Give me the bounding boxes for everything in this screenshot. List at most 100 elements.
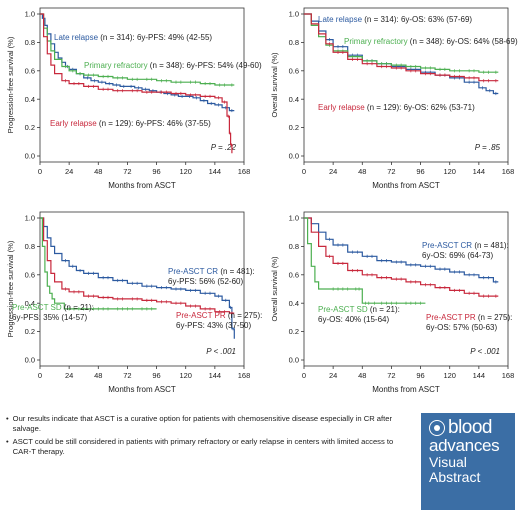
y-axis-label: Progression-free survival (%) <box>6 240 15 337</box>
series-label: Pre-ASCT CR (n = 481): <box>422 241 509 250</box>
x-tick-label: 120 <box>443 167 456 176</box>
x-tick-label: 0 <box>302 167 306 176</box>
plot-frame <box>39 7 245 163</box>
x-tick-label: 144 <box>209 167 222 176</box>
series-name: Pre-ASCT CR <box>168 267 218 276</box>
series-stats: (n = 21): <box>62 303 94 312</box>
series-line-pre-asct-pr <box>304 217 499 297</box>
y-tick-label: 0.0 <box>25 152 35 161</box>
y-tick-label: 0.4 <box>289 299 299 308</box>
x-tick-label: 96 <box>152 371 160 380</box>
x-tick-label: 24 <box>65 167 73 176</box>
key-point-text: ASCT could be still considered in patien… <box>12 436 394 456</box>
x-tick-label: 24 <box>329 167 337 176</box>
series-line-pre-asct-sd <box>40 217 157 310</box>
series-name: Pre-ASCT CR <box>422 241 472 250</box>
y-tick-label: 1.0 <box>289 10 299 19</box>
x-tick-label: 96 <box>416 167 424 176</box>
series-label: Pre-ASCT SD (n = 21): <box>318 305 400 314</box>
x-tick-label: 120 <box>443 371 456 380</box>
x-tick-label: 168 <box>238 371 251 380</box>
x-tick-label: 24 <box>329 371 337 380</box>
series-line-primary-refractory <box>304 13 499 73</box>
series-name: Primary refractory <box>84 61 148 70</box>
plot-frame <box>303 7 509 163</box>
series-label: Early relapse (n = 129): 6y-OS: 62% (53-… <box>318 103 475 112</box>
x-tick-label: 72 <box>387 167 395 176</box>
brand-row: blood <box>429 417 507 438</box>
series-stats: (n = 348): 6y-PFS: 54% (49-60) <box>148 61 262 70</box>
y-tick-label: 0.6 <box>289 270 299 279</box>
series-name: Pre-ASCT SD <box>318 305 368 314</box>
badge-visual: Visual <box>429 454 467 470</box>
y-tick-label: 1.0 <box>25 214 35 223</box>
x-tick-label: 144 <box>209 371 222 380</box>
blood-drop-logo-icon <box>429 419 445 436</box>
p-value: P < .001 <box>206 347 236 356</box>
x-tick-label: 48 <box>94 167 102 176</box>
survival-chart-2: 0 24 48 72 96 120 144 168 0.0 0.2 0.4 0.6 0.8 1.0 Mont… <box>270 7 518 190</box>
key-point-text: Our results indicate that ASCT is a cura… <box>12 414 392 434</box>
y-axis-label: Progression-free survival (%) <box>6 36 15 133</box>
y-tick-label: 0.2 <box>289 123 299 132</box>
series-name: Pre-ASCT PR <box>426 313 476 322</box>
p-value: P = .22 <box>211 143 237 152</box>
series-label-line2: 6y-PFS: 43% (37-50) <box>176 321 251 330</box>
y-tick-label: 0.0 <box>289 152 299 161</box>
y-tick-label: 0.2 <box>25 327 35 336</box>
series-stats: (n = 481): <box>472 241 509 250</box>
x-axis-label: Months from ASCT <box>108 181 176 190</box>
y-tick-label: 0.8 <box>289 38 299 47</box>
series-label: Pre-ASCT SD (n = 21): <box>12 303 94 312</box>
key-point-1: • Our results indicate that ASCT is a cu… <box>6 414 406 435</box>
x-tick-label: 168 <box>502 371 515 380</box>
y-tick-label: 0.8 <box>289 242 299 251</box>
series-line-pre-asct-sd <box>304 217 426 304</box>
y-tick-label: 0.8 <box>25 38 35 47</box>
series-name: Primary refractory <box>344 37 408 46</box>
series-line-primary-refractory <box>40 13 235 86</box>
series-stats: (n = 314): 6y-OS: 63% (57-69) <box>362 15 472 24</box>
series-name: Pre-ASCT PR <box>176 311 226 320</box>
series-line-pre-asct-pr <box>40 217 235 314</box>
series-label: Early relapse (n = 129): 6y-PFS: 46% (37… <box>50 119 211 128</box>
x-tick-label: 48 <box>94 371 102 380</box>
series-label: Late relapse (n = 314): 6y-PFS: 49% (42-… <box>54 33 212 42</box>
bullet-marker: • <box>6 436 9 446</box>
survival-charts: 0 24 48 72 96 120 144 168 0.0 0.2 0.4 0.6 0.8 1.0 Mont… <box>6 7 518 394</box>
plot-frame <box>303 211 509 367</box>
p-value: P = .85 <box>475 143 501 152</box>
series-line-early-relapse <box>40 13 233 154</box>
brand-blood: blood <box>448 417 493 438</box>
bullet-marker: • <box>6 414 9 423</box>
series-name: Early relapse <box>318 103 365 112</box>
series-label: Pre-ASCT CR (n = 481): <box>168 267 255 276</box>
y-tick-label: 0.4 <box>289 95 299 104</box>
y-tick-label: 0.2 <box>25 123 35 132</box>
y-tick-label: 0.8 <box>25 242 35 251</box>
x-tick-label: 48 <box>358 167 366 176</box>
series-name: Late relapse <box>318 15 363 24</box>
y-tick-label: 1.0 <box>289 214 299 223</box>
series-name: Late relapse <box>54 33 99 42</box>
key-point-2: • ASCT could be still considered in pati… <box>6 437 406 458</box>
x-tick-label: 120 <box>179 371 192 380</box>
x-tick-label: 0 <box>38 167 42 176</box>
y-axis-label: Overall survival (%) <box>270 256 279 322</box>
series-line-pre-asct-cr <box>40 217 235 339</box>
key-points: • Our results indicate that ASCT is a cu… <box>6 414 406 459</box>
x-tick-label: 120 <box>179 167 192 176</box>
x-tick-label: 48 <box>358 371 366 380</box>
plot-frame <box>39 211 245 367</box>
y-tick-label: 0.0 <box>25 356 35 365</box>
x-tick-label: 168 <box>238 167 251 176</box>
series-label: Pre-ASCT PR (n = 275): <box>176 311 262 320</box>
series-name: Early relapse <box>50 119 97 128</box>
y-tick-label: 0.4 <box>25 95 35 104</box>
series-stats: (n = 275): <box>226 311 263 320</box>
series-label-line2: 6y-OS: 57% (50-63) <box>426 323 497 332</box>
series-stats: (n = 129): 6y-PFS: 46% (37-55) <box>97 119 211 128</box>
series-stats: (n = 275): <box>476 313 513 322</box>
series-label-line2: 6y-OS: 69% (64-73) <box>422 251 493 260</box>
y-tick-label: 1.0 <box>25 10 35 19</box>
